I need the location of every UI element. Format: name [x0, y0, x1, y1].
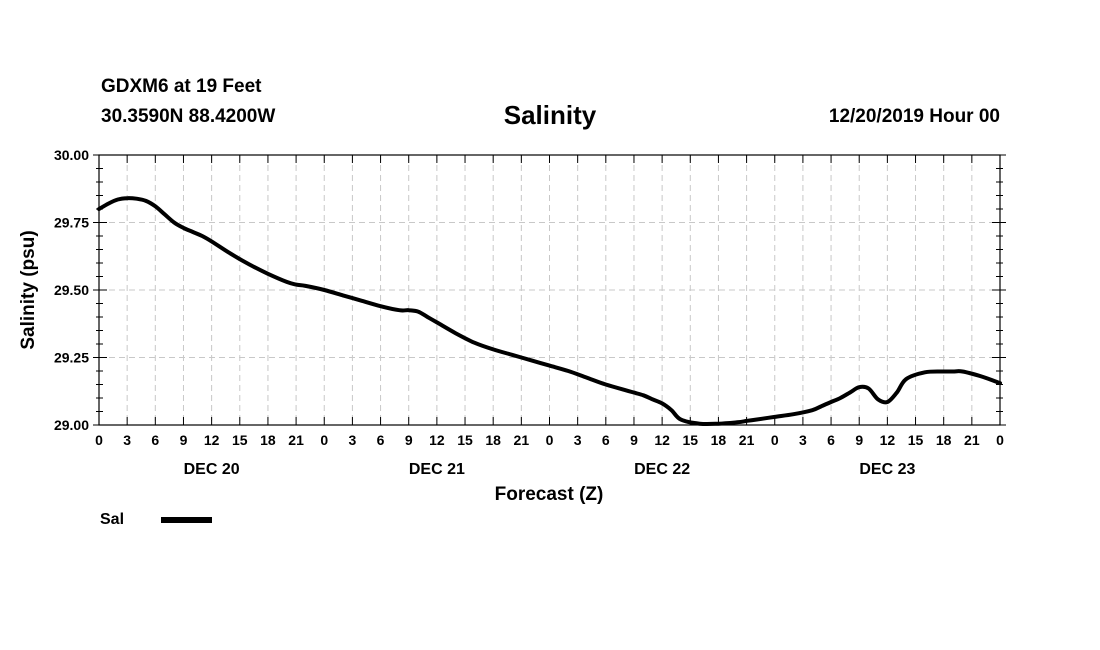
x-tick-label: 6 — [377, 432, 385, 448]
x-tick-label: 9 — [180, 432, 188, 448]
plot-frame — [98, 154, 1001, 426]
x-tick-label: 15 — [908, 432, 924, 448]
x-tick-label: 21 — [739, 432, 755, 448]
x-tick-label: 6 — [602, 432, 610, 448]
chart-title: Salinity — [0, 100, 1100, 131]
coordinates-label: 30.3590N 88.4200W — [101, 106, 276, 127]
x-tick-label: 9 — [855, 432, 863, 448]
y-tick-label: 29.25 — [54, 350, 89, 366]
day-label: DEC 21 — [409, 461, 465, 478]
x-tick-label: 18 — [711, 432, 727, 448]
x-tick-label: 12 — [204, 432, 220, 448]
x-tick-label: 21 — [964, 432, 980, 448]
x-tick-label: 0 — [320, 432, 328, 448]
forecast-timestamp: 12/20/2019 Hour 00 — [828, 106, 1000, 127]
x-tick-label: 18 — [260, 432, 276, 448]
y-tick-label: 29.75 — [54, 215, 89, 231]
station-label: GDXM6 at 19 Feet — [101, 76, 262, 97]
day-label: DEC 20 — [184, 461, 240, 478]
x-tick-label: 12 — [654, 432, 670, 448]
y-tick-label: 29.00 — [54, 417, 89, 433]
x-tick-label: 15 — [682, 432, 698, 448]
x-tick-label: 21 — [514, 432, 530, 448]
day-label: DEC 22 — [634, 461, 690, 478]
chart-title-text: Salinity — [503, 100, 597, 130]
day-labels: DEC 20 DEC 21 DEC 22 DEC 23 — [184, 461, 916, 478]
x-tick-label: 18 — [936, 432, 952, 448]
x-tick-label: 15 — [457, 432, 473, 448]
x-axis-title: Forecast (Z) — [495, 484, 604, 505]
grid-lines — [99, 155, 1000, 425]
x-tick-label: 9 — [405, 432, 413, 448]
x-tick-label: 12 — [880, 432, 896, 448]
x-tick-label: 3 — [123, 432, 131, 448]
x-tick-label: 6 — [827, 432, 835, 448]
x-tick-label: 3 — [574, 432, 582, 448]
x-tick-label: 0 — [95, 432, 103, 448]
y-axis-title: Salinity (psu) — [18, 230, 39, 349]
x-tick-label: 15 — [232, 432, 248, 448]
x-tick-label: 21 — [288, 432, 304, 448]
x-tick-label: 0 — [546, 432, 554, 448]
x-tick-label: 3 — [349, 432, 357, 448]
x-tick-label: 0 — [771, 432, 779, 448]
x-tick-label: 6 — [151, 432, 159, 448]
x-tick-label: 18 — [485, 432, 501, 448]
x-tick-labels: 0 3 6 9 12 15 18 21 0 3 6 9 12 15 18 21 0 3 6 9 12 15 18 21 0 3 6 9… — [95, 432, 1004, 448]
legend-label: Sal — [100, 511, 124, 528]
x-tick-label: 12 — [429, 432, 445, 448]
y-tick-label: 30.00 — [54, 147, 89, 163]
day-label: DEC 23 — [859, 461, 915, 478]
y-tick-label: 29.50 — [54, 282, 89, 298]
y-tick-labels: 29.00 29.25 29.50 29.75 30.00 — [54, 147, 89, 433]
x-tick-label: 0 — [996, 432, 1004, 448]
series-line-sal — [97, 196, 1002, 427]
x-tick-label: 9 — [630, 432, 638, 448]
x-tick-label: 3 — [799, 432, 807, 448]
